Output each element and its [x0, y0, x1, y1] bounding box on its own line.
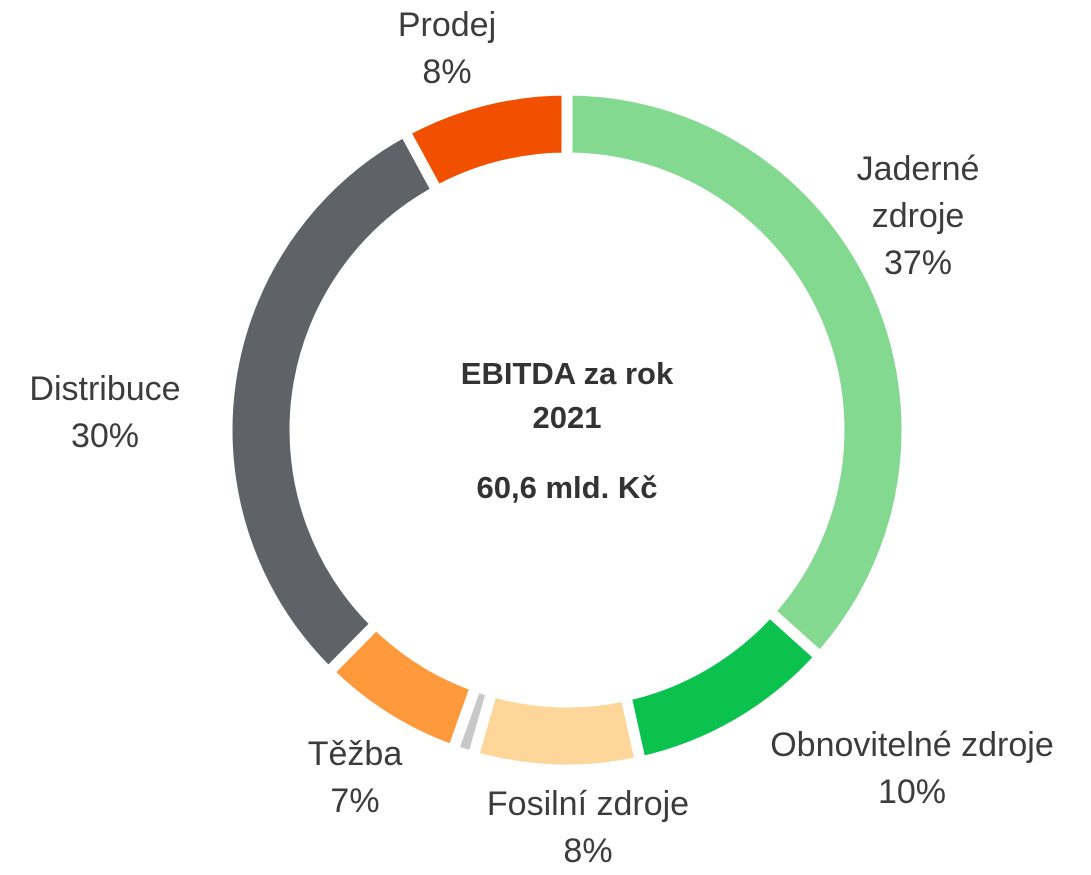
donut-segment [561, 84, 913, 665]
value-label: 10% [877, 773, 947, 811]
segment-label: Distribuce [29, 370, 181, 408]
value-label: 7% [330, 782, 380, 820]
segment-label: Jaderné zdroje [856, 150, 980, 235]
segment-label: Prodej [397, 6, 497, 44]
value-label: 8% [563, 832, 613, 870]
chart-title: EBITDA za rok 2021 [460, 356, 674, 435]
value-label: 8% [422, 53, 472, 91]
value-label: 37% [883, 244, 953, 282]
segment-label: Fosilní zdroje [486, 785, 690, 823]
value-label: 30% [70, 417, 140, 455]
donut-segment [221, 123, 445, 681]
donut-segment [466, 684, 648, 776]
segment-label: Obnovitelné zdroje [770, 726, 1054, 764]
donut-segment [397, 84, 573, 199]
segment-label: Těžba [307, 735, 403, 773]
chart-subtitle: 60,6 mld. Kč [476, 470, 658, 505]
